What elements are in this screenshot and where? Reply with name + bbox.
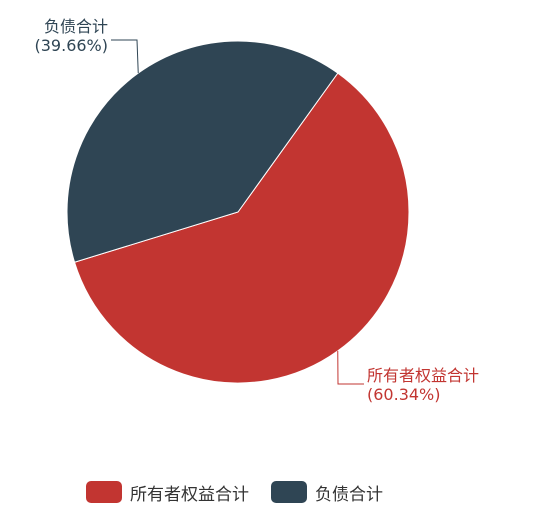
pie-slice-equity[interactable] — [73, 72, 410, 384]
slice-label-liabilities: 负债合计 — [44, 17, 108, 36]
slice-label-equity: 所有者权益合计 — [367, 366, 479, 385]
legend-swatch-equity — [86, 481, 122, 503]
legend-label-liabilities: 负债合计 — [315, 484, 383, 505]
slice-percent-liabilities: (39.66%) — [35, 36, 109, 55]
chart-legend: 所有者权益合计 负债合计 — [86, 480, 405, 505]
slice-percent-equity: (60.34%) — [367, 385, 441, 404]
legend-item-equity[interactable]: 所有者权益合计 — [86, 480, 249, 505]
legend-swatch-liabilities — [271, 481, 307, 503]
label-line-equity — [337, 350, 364, 385]
pie-chart-canvas: 所有者权益合计(60.34%) 负债合计(39.66%) — [35, 17, 480, 404]
label-line-liabilities — [111, 39, 139, 74]
legend-item-liabilities[interactable]: 负债合计 — [271, 480, 383, 505]
legend-label-equity: 所有者权益合计 — [130, 484, 249, 505]
